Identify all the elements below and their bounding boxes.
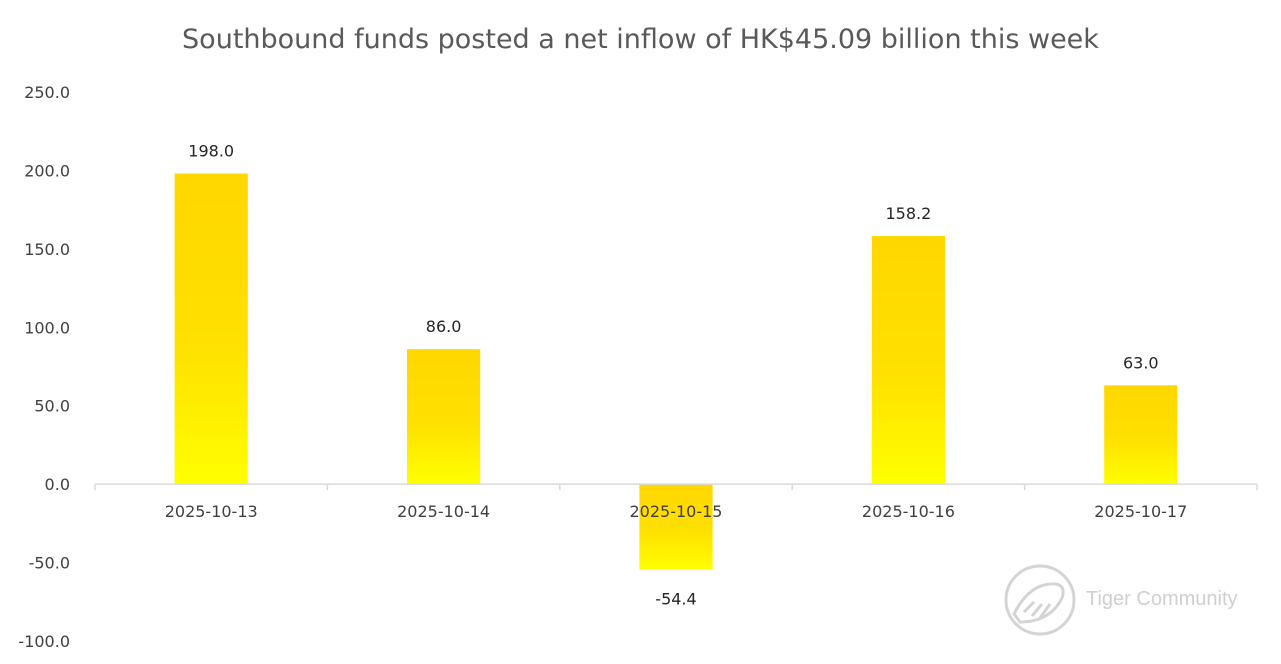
data-label: 63.0 <box>1123 353 1159 372</box>
bar <box>871 235 946 485</box>
x-tick-label: 2025-10-14 <box>397 502 490 521</box>
data-label: 158.2 <box>885 204 931 223</box>
y-tick-label: -50.0 <box>29 554 70 573</box>
y-tick-label: 0.0 <box>45 475 70 494</box>
data-label: -54.4 <box>655 589 696 608</box>
x-tick-label: 2025-10-15 <box>630 502 723 521</box>
bar <box>639 484 713 570</box>
bars <box>174 173 1178 570</box>
watermark-text: Tiger Community <box>1086 588 1238 610</box>
bar <box>174 173 248 485</box>
y-tick-label: 200.0 <box>24 161 70 180</box>
bar <box>1104 385 1178 485</box>
y-tick-label: 100.0 <box>24 318 70 337</box>
x-axis: 2025-10-13 2025-10-14 2025-10-15 2025-10-16… <box>94 483 1258 521</box>
x-tick-label: 2025-10-13 <box>165 502 258 521</box>
y-axis: 250.0 200.0 150.0 100.0 50.0 0.0 -50.0 -100.0 <box>18 83 70 651</box>
chart-title: Southbound funds posted a net inflow of … <box>182 24 1099 55</box>
x-tick-label: 2025-10-16 <box>862 502 955 521</box>
y-tick-label: -100.0 <box>18 632 70 651</box>
x-tick-label: 2025-10-17 <box>1094 502 1187 521</box>
y-tick-label: 50.0 <box>34 397 70 416</box>
tiger-logo-icon <box>1004 564 1076 636</box>
watermark: Tiger Community <box>1000 562 1270 638</box>
data-label: 198.0 <box>188 142 234 161</box>
y-tick-label: 150.0 <box>24 240 70 259</box>
bar <box>406 349 481 485</box>
y-tick-label: 250.0 <box>24 83 70 102</box>
data-labels: 198.0 86.0 -54.4 158.2 63.0 <box>188 142 1158 609</box>
data-label: 86.0 <box>426 317 462 336</box>
